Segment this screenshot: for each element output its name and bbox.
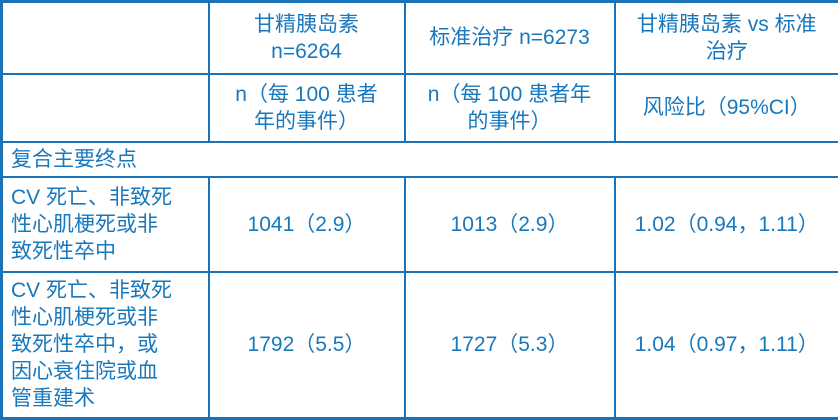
subheader-cell-hazard-ratio: 风险比（95%CI） (615, 74, 838, 142)
row-label-primary-endpoint: CV 死亡、非致死 性心肌梗死或非 致死性卒中 (2, 177, 209, 272)
table-row: CV 死亡、非致死 性心肌梗死或非 致死性卒中 1041（2.9） 1013（2… (2, 177, 838, 272)
header-cell-empty-sub (2, 74, 209, 142)
section-row: 复合主要终点 (2, 142, 838, 177)
value-glargine-row1: 1041（2.9） (209, 177, 405, 272)
table-row: CV 死亡、非致死 性心肌梗死或非 致死性卒中，或 因心衰住院或血 管重建术 1… (2, 272, 838, 419)
header-cell-glargine: 甘精胰岛素 n=6264 (209, 2, 405, 74)
value-standard-row1: 1013（2.9） (405, 177, 615, 272)
value-standard-row2: 1727（5.3） (405, 272, 615, 419)
row-label-expanded-endpoint: CV 死亡、非致死 性心肌梗死或非 致死性卒中，或 因心衰住院或血 管重建术 (2, 272, 209, 419)
subheader-cell-glargine-events: n（每 100 患者 年的事件） (209, 74, 405, 142)
header-cell-empty-top (2, 2, 209, 74)
value-hazard-ratio-row2: 1.04（0.97，1.11） (615, 272, 838, 419)
header-row-treatment: 甘精胰岛素 n=6264 标准治疗 n=6273 甘精胰岛素 vs 标准 治疗 (2, 2, 838, 74)
header-cell-comparison: 甘精胰岛素 vs 标准 治疗 (615, 2, 838, 74)
value-glargine-row2: 1792（5.5） (209, 272, 405, 419)
subheader-cell-standard-events: n（每 100 患者年 的事件） (405, 74, 615, 142)
section-label-composite-endpoint: 复合主要终点 (2, 142, 838, 177)
value-hazard-ratio-row1: 1.02（0.94，1.11） (615, 177, 838, 272)
header-cell-standard-care: 标准治疗 n=6273 (405, 2, 615, 74)
header-row-metric: n（每 100 患者 年的事件） n（每 100 患者年 的事件） 风险比（95… (2, 74, 838, 142)
